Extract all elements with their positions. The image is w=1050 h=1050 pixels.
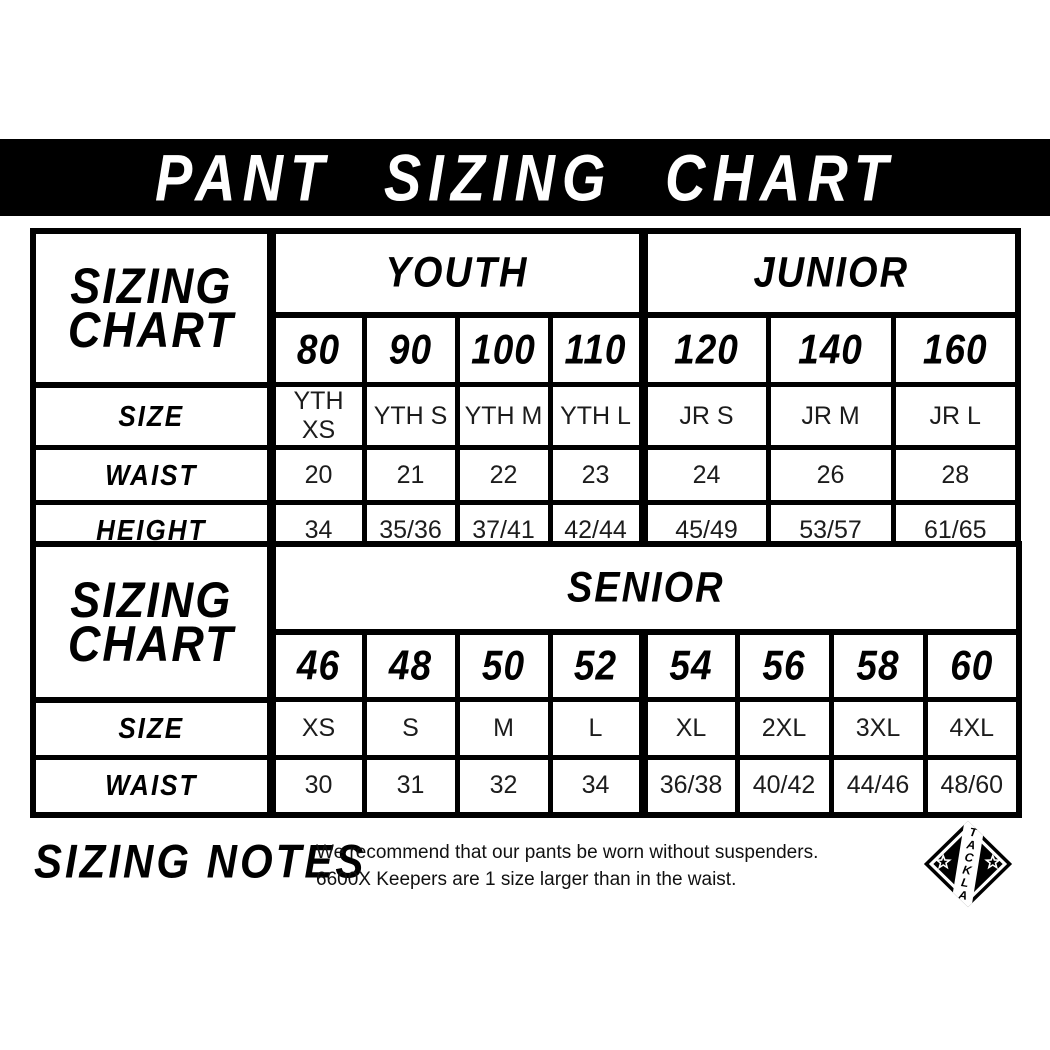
sizing-chart-label-line2: CHART bbox=[67, 614, 235, 672]
waist-value: 20 bbox=[268, 445, 367, 505]
size-value: 4XL bbox=[922, 697, 1022, 760]
youth-junior-table-wrap: SIZING CHART YOUTH JUNIOR 80 90 100 110 … bbox=[30, 228, 1021, 561]
waist-value: 44/46 bbox=[828, 754, 928, 817]
youth-junior-sizing-table: SIZING CHART YOUTH JUNIOR 80 90 100 110 … bbox=[30, 228, 1021, 561]
sizing-note-line: We recommend that our pants be worn with… bbox=[316, 842, 819, 863]
sizing-chart-label-line1: SIZING bbox=[70, 570, 233, 628]
logo-text-stripe: T A C K L A bbox=[949, 820, 987, 908]
table-row: WAIST 20 21 22 23 24 26 28 bbox=[30, 445, 1021, 505]
sizing-chart-label-2: SIZING CHART bbox=[30, 541, 276, 703]
size-value: JR L bbox=[890, 382, 1021, 450]
sizing-chart-label-line1: SIZING bbox=[70, 256, 233, 314]
senior-size-58: 58 bbox=[828, 629, 928, 702]
waist-value: 31 bbox=[361, 754, 460, 817]
youth-size-110: 110 bbox=[547, 312, 648, 387]
logo-letter: A bbox=[965, 837, 977, 852]
senior-size-52: 52 bbox=[547, 629, 648, 702]
junior-size-160: 160 bbox=[890, 312, 1021, 387]
senior-size-50: 50 bbox=[454, 629, 553, 702]
sizing-chart-label-line2: CHART bbox=[67, 300, 235, 358]
senior-size-46: 46 bbox=[268, 629, 367, 702]
size-value: JR M bbox=[765, 382, 896, 450]
waist-value: 21 bbox=[361, 445, 460, 505]
size-value: YTH M bbox=[454, 382, 553, 450]
table-row: SIZE XS S M L XL 2XL 3XL 4XL bbox=[30, 697, 1022, 760]
size-value: M bbox=[454, 697, 553, 760]
waist-value: 36/38 bbox=[640, 754, 740, 817]
junior-size-140: 140 bbox=[765, 312, 896, 387]
senior-size-60: 60 bbox=[922, 629, 1022, 702]
size-value: YTH S bbox=[361, 382, 460, 450]
waist-value: 28 bbox=[890, 445, 1021, 505]
sizing-notes-title: SIZING NOTES bbox=[34, 835, 367, 888]
waist-value: 34 bbox=[547, 754, 648, 817]
row-label-size: SIZE bbox=[30, 697, 276, 760]
waist-value: 23 bbox=[547, 445, 648, 505]
size-value: 2XL bbox=[734, 697, 834, 760]
page-title: PANT SIZING CHART bbox=[154, 140, 896, 215]
waist-value: 40/42 bbox=[734, 754, 834, 817]
waist-value: 24 bbox=[640, 445, 771, 505]
row-label-waist: WAIST bbox=[30, 445, 276, 505]
size-value: S bbox=[361, 697, 460, 760]
youth-size-100: 100 bbox=[454, 312, 553, 387]
logo-letter: C bbox=[964, 850, 975, 865]
size-value: L bbox=[547, 697, 648, 760]
senior-sizing-table: SIZING CHART SENIOR 46 48 50 52 54 56 58… bbox=[30, 541, 1023, 818]
size-value: 3XL bbox=[828, 697, 928, 760]
youth-size-90: 90 bbox=[361, 312, 460, 387]
group-header-junior: JUNIOR bbox=[640, 228, 1021, 318]
banner: PANT SIZING CHART bbox=[0, 139, 1050, 216]
junior-size-120: 120 bbox=[640, 312, 771, 387]
star-icon bbox=[984, 853, 1002, 870]
youth-size-80: 80 bbox=[268, 312, 367, 387]
tackla-logo-icon: T A C K L A bbox=[923, 820, 1013, 908]
senior-size-54: 54 bbox=[640, 629, 740, 702]
table-row: WAIST 30 31 32 34 36/38 40/42 44/46 48/6… bbox=[30, 754, 1022, 817]
size-value: XS bbox=[268, 697, 367, 760]
waist-value: 30 bbox=[268, 754, 367, 817]
size-value: JR S bbox=[640, 382, 771, 450]
sizing-note-line: 6600X Keepers are 1 size larger than in … bbox=[316, 868, 737, 890]
senior-table-wrap: SIZING CHART SENIOR 46 48 50 52 54 56 58… bbox=[30, 541, 1023, 818]
waist-value: 26 bbox=[765, 445, 896, 505]
row-label-size: SIZE bbox=[30, 382, 276, 450]
table-row: SIZE YTH XS YTH S YTH M YTH L JR S JR M … bbox=[30, 382, 1021, 450]
waist-value: 48/60 bbox=[922, 754, 1022, 817]
waist-value: 22 bbox=[454, 445, 553, 505]
group-header-senior: SENIOR bbox=[268, 541, 1022, 635]
senior-size-48: 48 bbox=[361, 629, 460, 702]
sizing-chart-label-1: SIZING CHART bbox=[30, 228, 276, 388]
logo-letter: K bbox=[962, 863, 974, 878]
row-label-waist: WAIST bbox=[30, 754, 276, 817]
size-value: YTH XS bbox=[268, 382, 367, 450]
star-icon bbox=[934, 853, 952, 870]
logo-letter: T bbox=[968, 825, 979, 840]
logo-letter: L bbox=[960, 875, 970, 890]
senior-size-56: 56 bbox=[734, 629, 834, 702]
sizing-notes-text: We recommend that our pants be worn with… bbox=[316, 840, 818, 893]
size-value: YTH L bbox=[547, 382, 648, 450]
size-value: XL bbox=[640, 697, 740, 760]
group-header-youth: YOUTH bbox=[268, 228, 648, 318]
logo-letter: A bbox=[956, 888, 968, 903]
waist-value: 32 bbox=[454, 754, 553, 817]
